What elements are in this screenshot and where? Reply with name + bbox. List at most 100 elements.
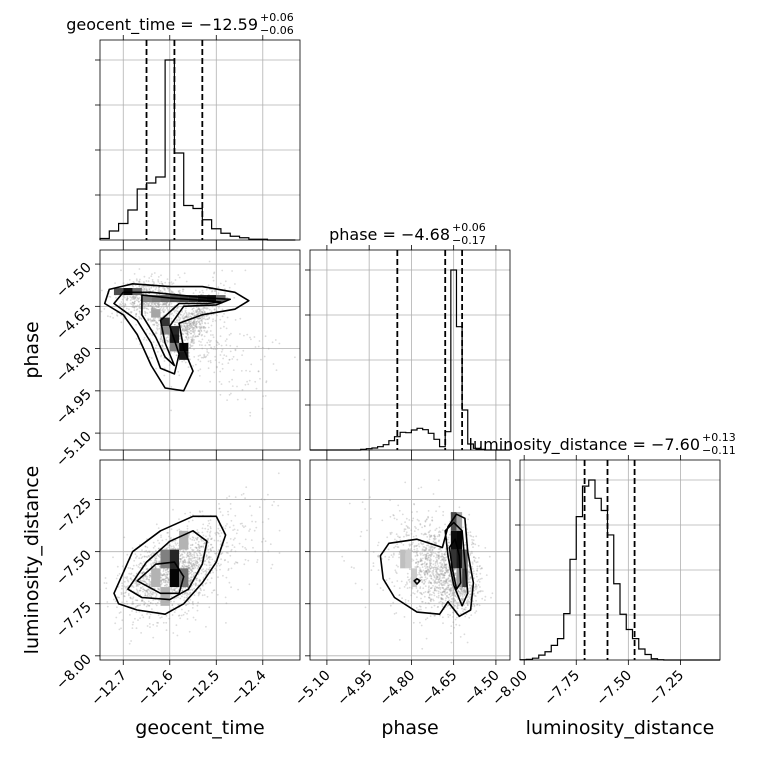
scatter-point <box>210 549 213 552</box>
scatter-point <box>467 518 469 521</box>
scatter-point <box>415 551 418 554</box>
scatter-point <box>205 570 208 573</box>
scatter-point <box>138 281 140 283</box>
scatter-point <box>149 613 152 616</box>
scatter-point <box>205 554 208 557</box>
scatter-point <box>169 313 171 315</box>
scatter-point <box>246 333 249 336</box>
scatter-point <box>204 541 207 544</box>
scatter-point <box>477 579 480 581</box>
scatter-point <box>241 525 244 527</box>
scatter-point <box>244 269 247 272</box>
scatter-point <box>151 307 154 310</box>
scatter-point <box>188 331 191 334</box>
scatter-point <box>145 564 148 567</box>
scatter-point <box>145 589 148 592</box>
scatter-point <box>148 623 151 625</box>
scatter-point <box>201 317 204 319</box>
scatter-point <box>150 320 153 323</box>
scatter-point <box>228 380 231 383</box>
scatter-point <box>431 519 433 521</box>
scatter-point <box>166 339 169 342</box>
scatter-point <box>139 343 141 345</box>
scatter-point <box>436 575 438 578</box>
scatter-point <box>161 344 164 347</box>
scatter-point <box>466 602 469 605</box>
scatter-point <box>163 348 165 351</box>
scatter-point <box>200 545 203 548</box>
scatter-point <box>437 558 440 560</box>
histogram-geocent_time <box>99 59 296 241</box>
scatter-point <box>209 556 212 559</box>
scatter-point <box>185 565 188 568</box>
scatter-point <box>433 587 436 589</box>
scatter-point <box>154 288 157 291</box>
scatter-point <box>205 555 208 558</box>
scatter-point <box>143 287 146 290</box>
scatter-point <box>416 510 418 513</box>
scatter-point <box>203 311 206 314</box>
scatter-point <box>141 572 144 575</box>
scatter-point <box>194 561 197 563</box>
scatter-point <box>144 589 146 592</box>
scatter-point <box>438 578 441 580</box>
scatter-point <box>150 595 153 598</box>
scatter-point <box>195 577 198 580</box>
scatter-point <box>224 288 226 290</box>
scatter-point <box>389 499 391 502</box>
scatter-point <box>140 317 143 320</box>
scatter-point <box>460 588 462 591</box>
scatter-point <box>161 340 164 343</box>
scatter-point <box>454 572 457 575</box>
scatter-point <box>138 610 141 613</box>
scatter-point <box>448 593 451 596</box>
scatter-point <box>459 593 462 595</box>
scatter-point <box>187 600 190 602</box>
scatter-point <box>437 551 439 554</box>
scatter-point <box>203 356 206 359</box>
scatter-point <box>201 311 204 314</box>
scatter-point <box>132 304 134 307</box>
scatter-point <box>447 571 450 574</box>
scatter-point <box>393 517 396 520</box>
scatter-point <box>466 600 469 602</box>
scatter-point <box>229 503 232 505</box>
scatter-point <box>196 320 199 322</box>
scatter-point <box>354 582 357 585</box>
scatter-point <box>189 569 192 571</box>
scatter-point <box>134 553 137 556</box>
scatter-point <box>162 574 164 577</box>
scatter-point <box>112 317 114 319</box>
scatter-point <box>190 340 193 343</box>
scatter-point <box>249 528 251 531</box>
scatter-point <box>182 333 184 336</box>
scatter-point <box>399 536 401 539</box>
scatter-point <box>125 589 128 592</box>
scatter-point <box>192 326 195 329</box>
scatter-point <box>224 292 227 295</box>
scatter-point <box>435 556 437 559</box>
scatter-point <box>439 566 442 569</box>
scatter-point <box>442 580 445 582</box>
scatter-point <box>139 589 141 592</box>
scatter-point <box>135 564 138 567</box>
scatter-point <box>207 326 210 329</box>
scatter-point <box>398 639 401 641</box>
scatter-point <box>218 343 221 346</box>
scatter-point <box>187 562 190 564</box>
scatter-point <box>430 598 433 601</box>
scatter-point <box>203 563 206 566</box>
scatter-point <box>125 298 128 301</box>
scatter-point <box>116 606 118 609</box>
scatter-point <box>162 302 165 305</box>
scatter-point <box>466 533 469 536</box>
scatter-point <box>149 602 152 604</box>
scatter-point <box>194 566 197 569</box>
scatter-point <box>453 601 456 603</box>
scatter-point <box>421 543 424 546</box>
scatter-point <box>256 561 258 563</box>
scatter-point <box>193 314 196 317</box>
scatter-point <box>177 603 180 606</box>
scatter-point <box>162 287 164 289</box>
scatter-point <box>226 523 228 525</box>
